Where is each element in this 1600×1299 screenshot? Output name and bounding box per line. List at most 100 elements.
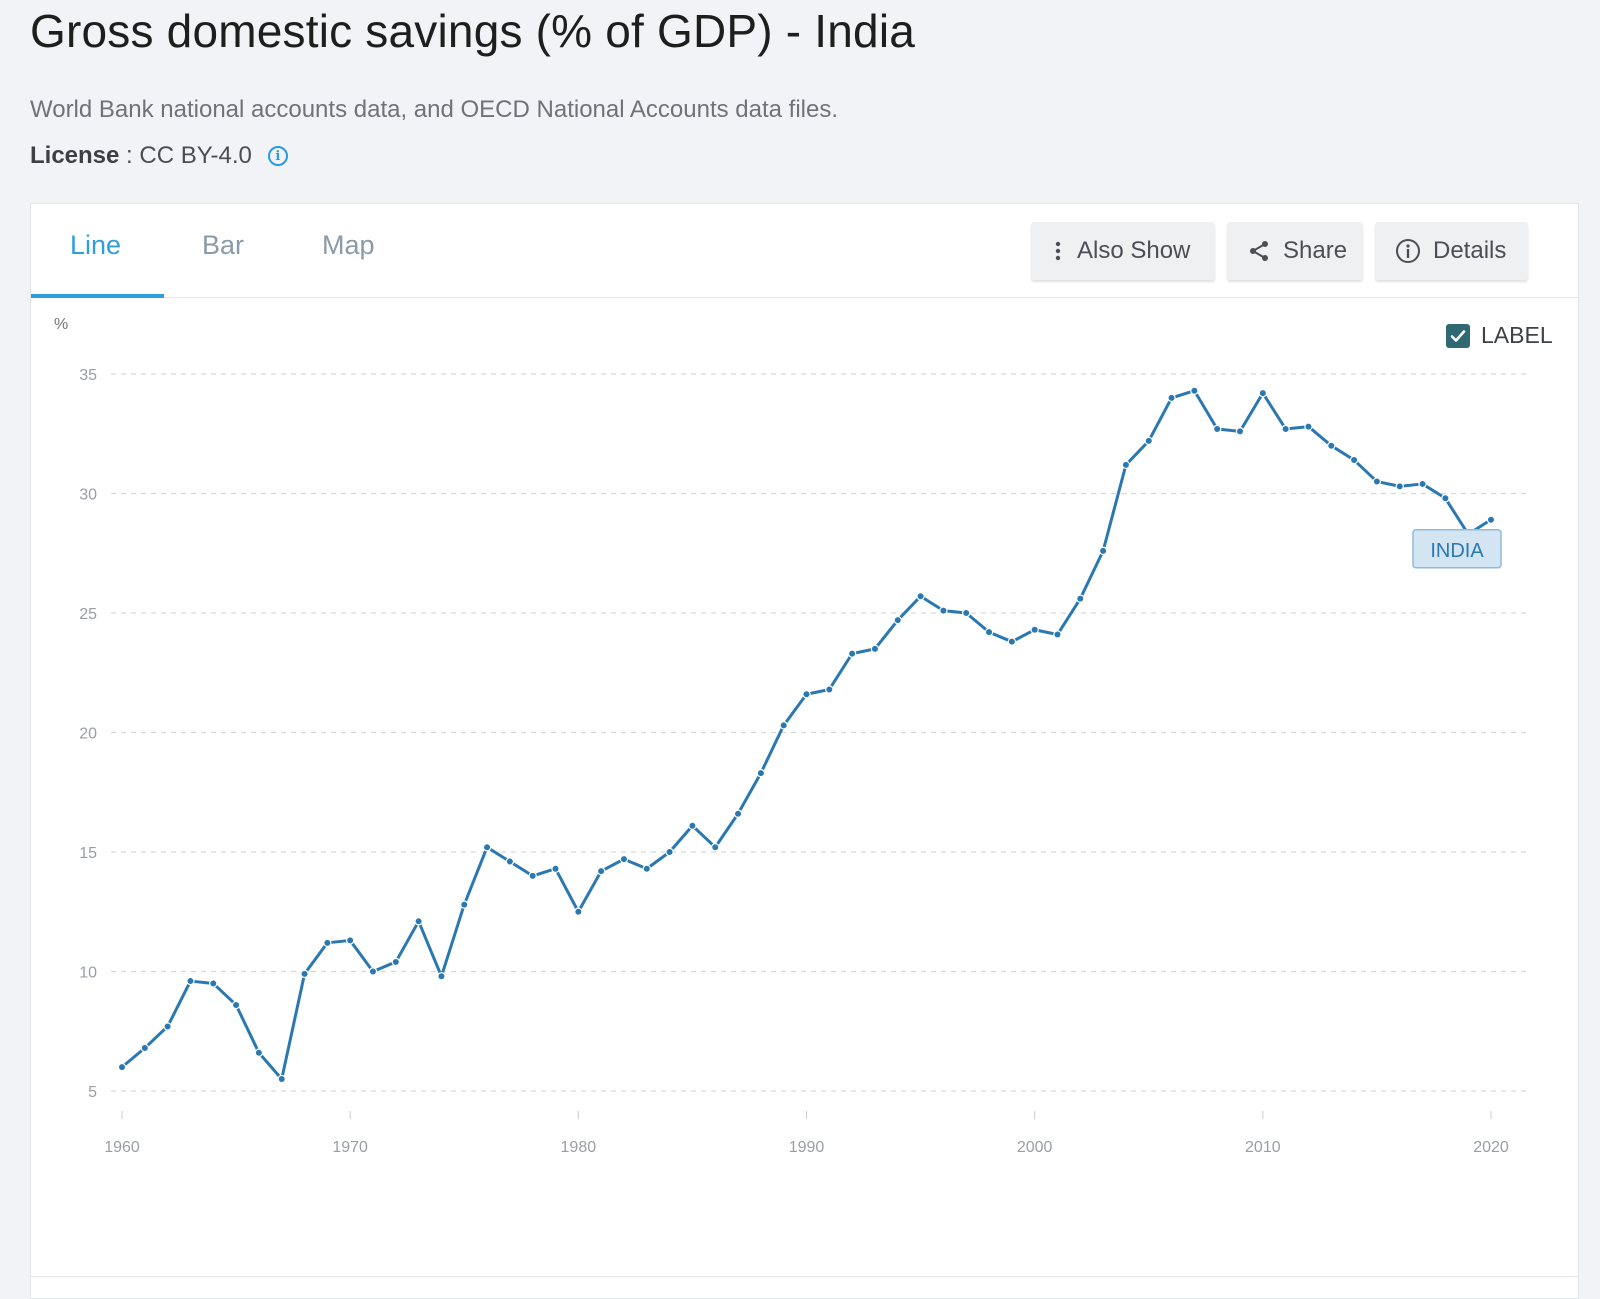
data-point xyxy=(460,900,469,909)
data-point xyxy=(231,1000,241,1010)
card-divider xyxy=(31,1276,1578,1277)
kebab-icon xyxy=(1051,240,1065,262)
data-point xyxy=(1235,427,1245,436)
label-toggle-text: LABEL xyxy=(1481,322,1553,348)
y-tick-label: 10 xyxy=(79,965,97,982)
also-show-button[interactable]: Also Show xyxy=(1031,222,1215,280)
source-text: World Bank national accounts data, and O… xyxy=(30,96,839,123)
data-point xyxy=(1030,625,1039,634)
data-point xyxy=(939,606,948,615)
data-point xyxy=(962,608,971,618)
data-point xyxy=(1281,424,1290,434)
x-tick-label: 2010 xyxy=(1245,1139,1281,1156)
data-point xyxy=(414,917,423,926)
data-point xyxy=(711,843,720,852)
x-tick-label: 1990 xyxy=(789,1139,825,1156)
data-point xyxy=(482,843,492,852)
data-point xyxy=(596,866,606,876)
data-point xyxy=(688,821,697,830)
data-point xyxy=(870,644,880,654)
line-chart: % 5 10 15 20 25 30 35 1960 1970 1980 1990 2000 2010 20… xyxy=(54,316,1531,1156)
x-tick-label: 2000 xyxy=(1017,1139,1053,1156)
series-label: INDIA xyxy=(1430,540,1484,562)
details-label: Details xyxy=(1433,237,1507,264)
data-point xyxy=(1258,388,1268,398)
y-tick-label: 15 xyxy=(79,845,97,862)
license-label: License xyxy=(30,142,120,169)
data-point xyxy=(733,809,743,818)
y-tick-label: 35 xyxy=(79,367,97,384)
share-button[interactable]: Share xyxy=(1227,222,1363,280)
data-point xyxy=(1121,460,1131,470)
data-point xyxy=(1441,494,1450,503)
label-toggle[interactable]: LABEL xyxy=(1446,322,1553,349)
license-line: License : CC BY-4.0 i xyxy=(30,142,288,170)
view-tabs: Line Bar Map Also Show Share Details xyxy=(31,204,1578,298)
data-point xyxy=(140,1043,150,1053)
data-point xyxy=(1007,637,1017,646)
data-point xyxy=(802,690,811,699)
data-point xyxy=(847,649,857,658)
y-axis-unit-label: % xyxy=(54,316,68,333)
data-point xyxy=(642,864,651,873)
data-point xyxy=(323,938,332,948)
active-tab-indicator xyxy=(31,294,164,298)
data-point xyxy=(345,936,355,945)
data-point xyxy=(163,1022,172,1031)
data-point xyxy=(437,972,446,981)
data-point xyxy=(391,957,400,967)
data-point xyxy=(574,907,583,916)
data-point xyxy=(528,871,537,881)
x-tick-label: 1970 xyxy=(332,1139,368,1156)
checkbox-checked-icon[interactable] xyxy=(1446,323,1470,348)
x-tick-label: 1960 xyxy=(104,1139,140,1156)
x-tick-label: 2020 xyxy=(1473,1139,1509,1156)
data-point xyxy=(1349,455,1359,465)
data-point xyxy=(117,1062,127,1072)
data-point xyxy=(916,592,925,601)
data-point xyxy=(1053,630,1062,639)
data-point xyxy=(619,854,629,864)
also-show-label: Also Show xyxy=(1077,237,1191,264)
tab-bar[interactable]: Bar xyxy=(202,230,245,260)
data-point xyxy=(1076,594,1085,603)
data-point xyxy=(1190,386,1199,395)
data-point xyxy=(779,721,788,730)
data-point xyxy=(825,685,834,694)
series-label-box xyxy=(1412,529,1502,569)
license-info-icon[interactable]: i xyxy=(267,146,288,166)
data-point xyxy=(300,969,309,979)
license-separator: : xyxy=(119,142,140,169)
y-tick-label: 30 xyxy=(79,487,97,504)
data-point xyxy=(186,976,195,986)
data-point xyxy=(1098,546,1108,556)
y-tick-label: 25 xyxy=(79,606,97,623)
data-point xyxy=(1372,477,1382,486)
page-title: Gross domestic savings (% of GDP) - Indi… xyxy=(30,5,916,57)
data-point xyxy=(1144,436,1153,446)
data-point xyxy=(1167,393,1176,403)
data-point xyxy=(1327,441,1336,450)
data-point xyxy=(893,615,902,625)
details-button[interactable]: Details xyxy=(1375,222,1528,280)
data-point xyxy=(665,847,674,857)
data-point xyxy=(209,979,218,988)
license-value: CC BY-4.0 xyxy=(139,142,252,169)
data-point xyxy=(1304,422,1313,431)
chart-card: Line Bar Map Also Show Share Details LAB… xyxy=(30,203,1579,1299)
share-icon xyxy=(1247,239,1271,263)
info-icon xyxy=(1395,238,1421,264)
y-tick-label: 5 xyxy=(88,1084,97,1101)
data-point xyxy=(368,967,378,976)
data-point xyxy=(1418,479,1427,489)
data-point xyxy=(1395,482,1404,491)
data-point xyxy=(254,1048,264,1057)
data-point xyxy=(756,768,766,778)
y-tick-label: 20 xyxy=(79,726,97,743)
data-point xyxy=(1486,515,1496,524)
data-point xyxy=(277,1074,286,1084)
x-tick-label: 1980 xyxy=(561,1139,597,1156)
data-point xyxy=(984,627,994,637)
tab-map[interactable]: Map xyxy=(322,230,375,260)
tab-line[interactable]: Line xyxy=(70,230,122,260)
